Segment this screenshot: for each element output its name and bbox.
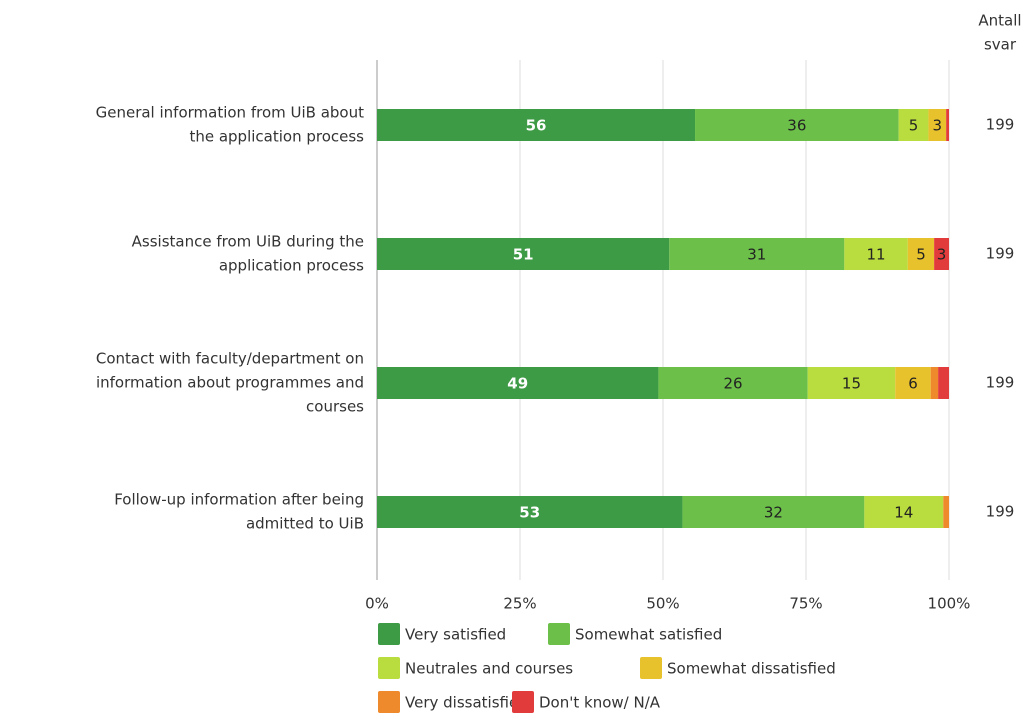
value-label: 15	[842, 375, 861, 393]
category-label: Contact with faculty/department on	[96, 350, 364, 368]
category-label: General information from UiB about	[96, 104, 365, 122]
bar-segment	[682, 496, 865, 528]
response-count: 199	[986, 374, 1015, 392]
legend-label: Neutrales and courses	[405, 660, 573, 678]
bar-segment	[377, 109, 696, 141]
responses-header: Antall	[978, 12, 1021, 30]
value-label: 14	[894, 504, 913, 522]
bar-segment	[844, 238, 908, 270]
bar-segment	[934, 238, 949, 270]
response-count: 199	[986, 245, 1015, 263]
value-label: 11	[867, 246, 886, 264]
bar-segment	[377, 238, 670, 270]
value-label: 51	[513, 246, 534, 264]
category-label: information about programmes and	[96, 374, 364, 392]
bar-segment	[946, 109, 949, 141]
legend-label: Very dissatisfied	[405, 694, 528, 712]
legend-label: Very satisfied	[405, 626, 506, 644]
value-label: 32	[764, 504, 783, 522]
category-label: application process	[219, 257, 364, 275]
value-label: 5	[909, 117, 919, 135]
bar-segment	[928, 109, 947, 141]
legend-swatch	[378, 623, 400, 645]
legend-label: Don't know/ N/A	[539, 694, 661, 712]
legend-swatch	[640, 657, 662, 679]
bar-segment	[895, 367, 931, 399]
x-tick-label: 0%	[365, 595, 389, 613]
bar-segment	[907, 238, 935, 270]
bar-segment	[658, 367, 808, 399]
legend-swatch	[378, 691, 400, 713]
legend-swatch	[378, 657, 400, 679]
bar-segment	[695, 109, 899, 141]
value-label: 26	[724, 375, 743, 393]
x-tick-label: 100%	[928, 595, 971, 613]
value-label: 49	[507, 375, 528, 393]
legend-swatch	[512, 691, 534, 713]
bar-segment	[864, 496, 944, 528]
bar-segment	[669, 238, 845, 270]
bar-segment	[377, 496, 683, 528]
responses-header: svar	[984, 36, 1017, 54]
bar-segment	[938, 367, 949, 399]
bar-segment	[898, 109, 929, 141]
x-tick-label: 50%	[646, 595, 679, 613]
value-label: 6	[908, 375, 918, 393]
category-label: the application process	[189, 128, 364, 146]
category-label: Follow-up information after being	[114, 491, 364, 509]
value-label: 3	[937, 246, 947, 264]
value-label: 36	[787, 117, 806, 135]
x-tick-label: 75%	[789, 595, 822, 613]
value-label: 5	[916, 246, 926, 264]
category-label: courses	[306, 398, 364, 416]
value-label: 56	[526, 117, 547, 135]
value-label: 3	[933, 117, 943, 135]
category-label: Assistance from UiB during the	[132, 233, 364, 251]
bar-segment	[930, 367, 939, 399]
response-count: 199	[986, 116, 1015, 134]
bar-segment	[807, 367, 896, 399]
legend-label: Somewhat dissatisfied	[667, 660, 836, 678]
bar-segment	[377, 367, 659, 399]
category-label: admitted to UiB	[246, 515, 364, 533]
x-tick-label: 25%	[503, 595, 536, 613]
value-label: 31	[747, 246, 766, 264]
bar-segment	[943, 496, 949, 528]
response-count: 199	[986, 503, 1015, 521]
legend-swatch	[548, 623, 570, 645]
legend-label: Somewhat satisfied	[575, 626, 722, 644]
value-label: 53	[519, 504, 540, 522]
